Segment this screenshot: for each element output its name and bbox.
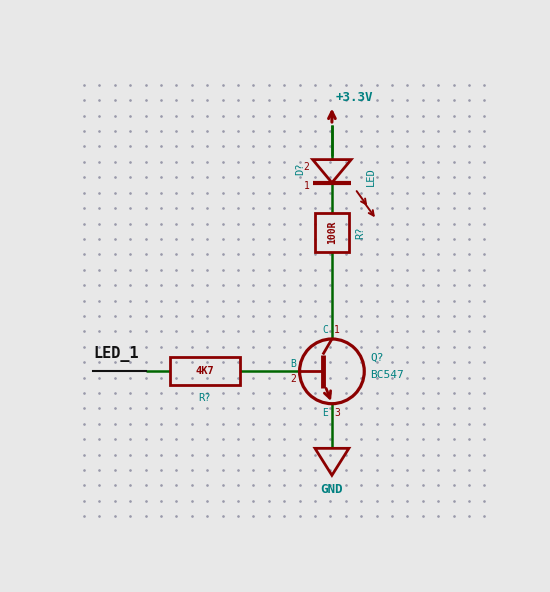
Text: LED_1: LED_1	[93, 346, 139, 362]
Text: C: C	[322, 325, 328, 335]
Text: E: E	[322, 407, 328, 417]
Bar	[315, 214, 349, 252]
Text: R?: R?	[199, 393, 211, 403]
Text: 4K7: 4K7	[195, 366, 215, 377]
Text: B: B	[290, 359, 296, 369]
Text: R?: R?	[355, 227, 365, 239]
Text: 2: 2	[290, 374, 296, 384]
Text: BC547: BC547	[371, 370, 404, 380]
Text: 100R: 100R	[327, 221, 337, 244]
Bar	[170, 358, 240, 385]
Text: 1: 1	[304, 181, 310, 191]
Text: +3.3V: +3.3V	[336, 91, 373, 104]
Text: D?: D?	[295, 163, 305, 175]
Text: LED: LED	[365, 168, 376, 186]
Text: 3: 3	[334, 407, 340, 417]
Text: GND: GND	[321, 483, 343, 496]
Text: Q?: Q?	[371, 352, 384, 362]
Text: 2: 2	[304, 162, 310, 172]
Text: 1: 1	[334, 325, 340, 335]
